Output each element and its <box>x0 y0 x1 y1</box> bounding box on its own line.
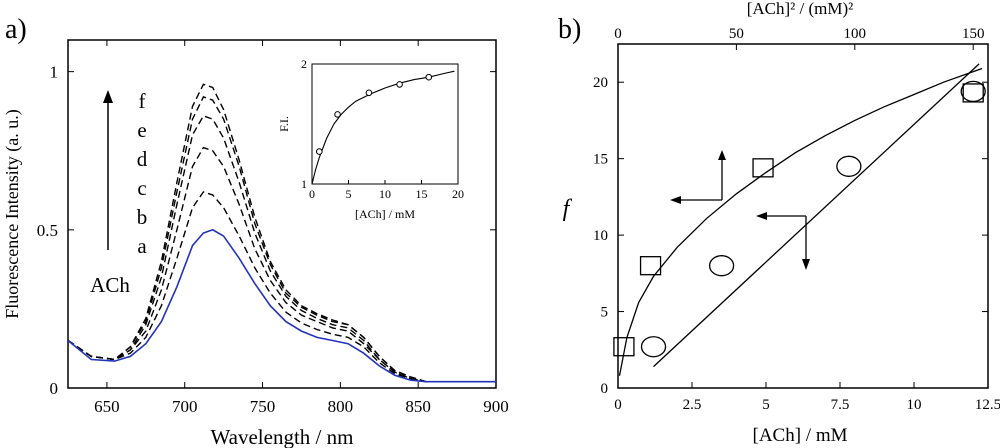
panel-a: a) 650 700 750 800 850 900 00.51 Wavelength /… <box>2 14 509 448</box>
y-tick-label: 5 <box>601 305 609 321</box>
ach-arrow-head <box>103 90 113 103</box>
circle-data-point <box>836 155 862 177</box>
circle-axis-arrows <box>756 212 810 270</box>
square-data-point <box>613 337 635 357</box>
panel-b-x-label: [ACh] / mM <box>753 425 848 446</box>
inset-x-tick-label: 15 <box>416 187 428 201</box>
square-fit-curve <box>618 67 983 376</box>
circle-data-point <box>960 80 986 103</box>
y-tick-label: 0 <box>601 381 609 397</box>
panel-b-y-label: f <box>563 196 573 222</box>
panel-b-frame <box>617 43 989 389</box>
panel-b-top-x-label: [ACh]² / (mM)² <box>747 0 854 18</box>
inset-ticks: 0 5 10 15 20 1 2 <box>301 57 464 201</box>
circle-fit-line <box>653 63 980 368</box>
inset-x-label: [ACh] / mM <box>355 207 415 221</box>
panel-b-label: b) <box>558 14 581 45</box>
panel-a-label: a) <box>5 14 27 45</box>
inset-data-point <box>396 81 403 88</box>
x-tick-label: 5 <box>762 397 770 413</box>
x-tick-label: 900 <box>483 397 509 416</box>
x-tick-label: 700 <box>172 397 198 416</box>
circle-data-point <box>640 336 667 358</box>
circle-down-arrow-head <box>802 259 810 270</box>
spectrum-curve-a <box>67 228 496 383</box>
square-up-arrow-head <box>718 150 726 160</box>
panel-a-x-label: Wavelength / nm <box>211 425 354 448</box>
inset-data-point <box>316 148 323 155</box>
y-tick-label: 10 <box>593 228 608 244</box>
y-tick-label: 20 <box>593 75 608 91</box>
x-tick-label: 850 <box>405 397 431 416</box>
spectrum-curve-d <box>67 115 496 383</box>
spectrum-curve-c <box>67 146 496 383</box>
y-tick-label: 0 <box>50 379 59 398</box>
spectrum-curve-b <box>67 191 496 383</box>
x-tick-label: 12.5 <box>975 397 1000 413</box>
panel-a-frame <box>67 39 497 389</box>
x-tick-label: 0 <box>614 397 622 413</box>
inset-fit <box>311 70 455 185</box>
top-x-tick-label: 150 <box>962 26 985 42</box>
panel-b-x-ticks: 0 2.5 5 7.5 10 12.5 <box>614 382 1000 413</box>
square-data-point <box>639 256 662 276</box>
square-data-point <box>752 158 774 178</box>
x-tick-label: 750 <box>250 397 276 416</box>
panel-b-points <box>613 80 986 358</box>
ach-arrow-label: ACh <box>90 273 130 297</box>
circle-data-point <box>708 255 735 277</box>
square-axis-arrows <box>670 150 726 204</box>
y-tick-label: 15 <box>593 152 608 168</box>
inset-chart: 0 5 10 15 20 1 2 [ACh] / mM F.I. <box>277 57 464 221</box>
inset-y-tick-label: 1 <box>301 177 307 191</box>
curve-letter-e: e <box>137 118 146 142</box>
inset-points <box>316 73 433 155</box>
panel-b-y-ticks: 0 5 10 15 20 <box>593 75 988 397</box>
curve-letter-b: b <box>137 205 148 229</box>
x-tick-label: 2.5 <box>683 397 702 413</box>
y-tick-label: 1 <box>50 63 59 82</box>
panel-a-x-ticks: 650 700 750 800 850 900 <box>94 40 509 416</box>
top-x-tick-label: 100 <box>844 26 867 42</box>
inset-y-tick-label: 2 <box>301 57 307 71</box>
inset-y-label: F.I. <box>277 116 291 132</box>
panel-a-y-label: Fluorescence Intensity (a. u.) <box>2 109 23 318</box>
panel-a-y-ticks: 00.51 <box>37 63 496 398</box>
curve-letter-d: d <box>137 147 148 171</box>
panel-b-top-ticks: 0 50 100 150 <box>614 26 984 50</box>
panel-a-curves <box>67 83 496 383</box>
curve-letter-a: a <box>137 234 147 258</box>
inset-x-tick-label: 0 <box>309 187 315 201</box>
inset-data-point <box>334 111 341 118</box>
inset-fit-curve <box>311 70 455 185</box>
inset-data-point <box>365 89 373 97</box>
x-tick-label: 7.5 <box>831 397 850 413</box>
x-tick-label: 650 <box>94 397 120 416</box>
inset-data-point <box>425 73 433 81</box>
top-x-tick-label: 0 <box>614 26 622 42</box>
spectrum-curve-e <box>67 96 496 383</box>
curve-letter-f: f <box>139 89 146 113</box>
panel-b-fits <box>618 63 983 376</box>
curve-letter-c: c <box>137 176 146 200</box>
inset-x-tick-label: 5 <box>346 187 352 201</box>
y-tick-label: 0.5 <box>37 221 58 240</box>
x-tick-label: 10 <box>907 397 922 413</box>
square-left-arrow-head <box>670 196 681 204</box>
circle-left-arrow-head <box>756 212 767 220</box>
x-tick-label: 800 <box>328 397 354 416</box>
panel-b: b) 0 2.5 5 7.5 10 12.5 0 50 100 150 0 5 10 15 20 [AC… <box>558 0 1000 446</box>
inset-x-tick-label: 10 <box>379 187 391 201</box>
inset-x-tick-label: 20 <box>452 187 464 201</box>
top-x-tick-label: 50 <box>729 26 744 42</box>
